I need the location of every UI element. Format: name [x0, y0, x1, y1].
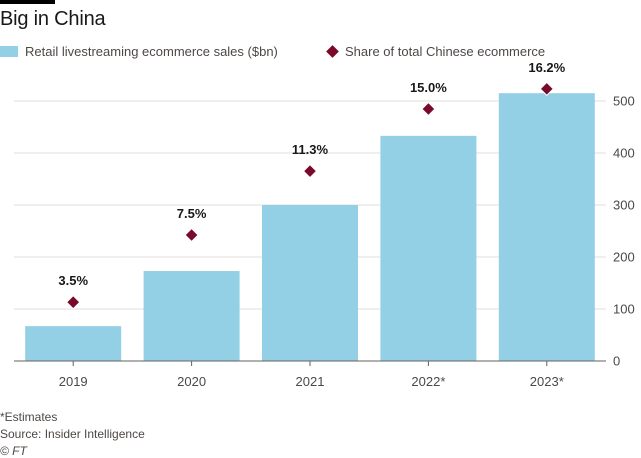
bar: [25, 326, 122, 361]
y-tick-label: 400: [613, 146, 635, 161]
footnote: *Estimates: [0, 410, 58, 424]
bars: [25, 93, 595, 361]
share-marker: [302, 163, 318, 179]
x-tick-label: 2023*: [530, 374, 564, 389]
credit: © FT: [0, 444, 27, 458]
x-tick-label: 2021: [296, 374, 325, 389]
share-marker: [65, 294, 81, 310]
source-note: Source: Insider Intelligence: [0, 427, 145, 441]
share-marker: [539, 81, 555, 97]
y-tick-label: 300: [613, 198, 635, 213]
bar: [380, 135, 477, 361]
bar: [262, 205, 358, 361]
y-tick-label: 0: [613, 354, 620, 369]
legend-swatch-bar: [0, 46, 18, 57]
x-tick-label: 2019: [59, 374, 88, 389]
bar: [498, 93, 595, 361]
chart-title: Big in China: [0, 8, 106, 30]
share-marker: [184, 227, 199, 243]
share-data-label: 15.0%: [410, 80, 447, 95]
share-data-label: 3.5%: [58, 273, 88, 288]
share-data-label: 11.3%: [292, 142, 329, 157]
share-data-label: 16.2%: [528, 60, 565, 75]
y-tick-label: 500: [613, 94, 635, 109]
legend-label-share: Share of total Chinese ecommerce: [345, 44, 546, 59]
legend-label-sales: Retail livestreaming ecommerce sales ($b…: [25, 44, 278, 59]
share-marker: [421, 101, 436, 117]
y-tick-label: 200: [613, 250, 635, 265]
y-tick-label: 100: [613, 302, 635, 317]
legend-item-share: Share of total Chinese ecommerce: [325, 44, 545, 59]
share-data-label: 7.5%: [177, 206, 207, 221]
bar: [143, 271, 240, 361]
x-tick-label: 2022*: [411, 374, 445, 389]
x-tick-label: 2020: [177, 374, 206, 389]
top-rule: [0, 0, 55, 4]
legend-item-sales: Retail livestreaming ecommerce sales ($b…: [0, 44, 278, 59]
axes: 0 100 200 300 400 500 2019 2020 2021 2022* 2023*: [14, 94, 635, 389]
markers: 3.5% 7.5% 11.3% 15.0% 16.2%: [58, 60, 566, 310]
